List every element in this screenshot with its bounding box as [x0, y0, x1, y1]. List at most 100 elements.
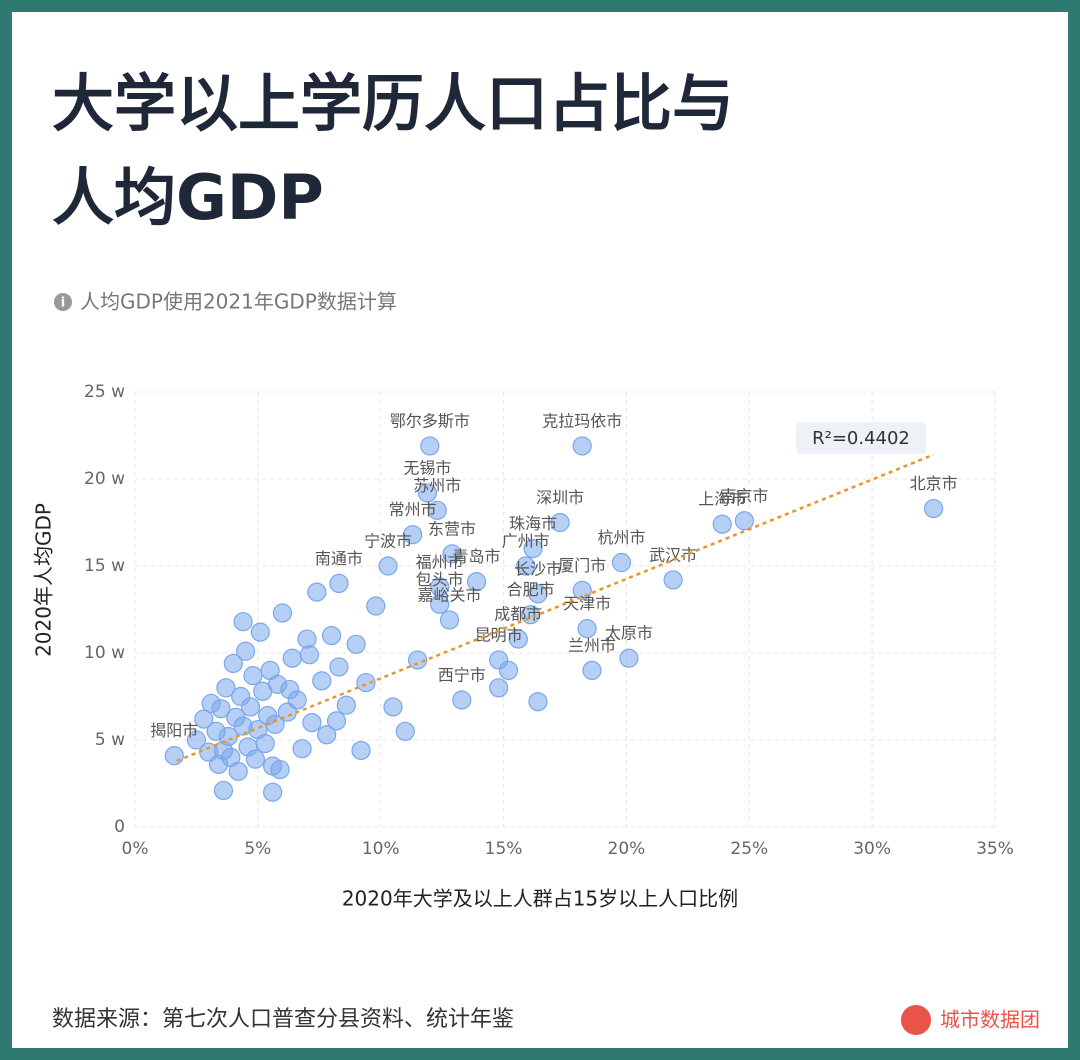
point	[417, 483, 437, 503]
point	[299, 645, 320, 665]
point-label: 武汉市	[649, 545, 697, 564]
point	[329, 657, 349, 677]
point-label: 苏州市	[413, 476, 461, 495]
point-label: 嘉峪关市	[418, 585, 482, 604]
point	[235, 641, 256, 661]
y-tick-label: 20 w	[84, 469, 125, 489]
point	[572, 436, 592, 456]
brand: 城市数据团	[940, 1008, 1040, 1032]
point	[611, 552, 632, 573]
x-tick-label: 0%	[122, 839, 149, 859]
point-label: 揭阳市	[150, 721, 198, 740]
x-tick-label: 15%	[485, 839, 523, 859]
point	[336, 695, 356, 715]
point	[366, 596, 386, 616]
point	[228, 761, 248, 781]
point-label: 南通市	[315, 549, 363, 568]
x-tick-label: 30%	[853, 839, 891, 859]
point	[282, 648, 302, 668]
point-label: 广州市	[502, 532, 550, 551]
point	[442, 544, 462, 564]
point-label: 长沙市	[514, 559, 562, 578]
point	[292, 739, 312, 759]
point	[351, 740, 371, 761]
point	[302, 712, 322, 733]
card	[12, 12, 1068, 1048]
point	[211, 699, 231, 719]
x-tick-label: 25%	[730, 839, 768, 859]
point	[452, 690, 472, 710]
point-label: 深圳市	[536, 488, 584, 507]
point-label: 福州市	[416, 552, 464, 571]
point-label: 北京市	[910, 474, 958, 493]
point	[427, 500, 447, 520]
point-label: 西宁市	[438, 665, 486, 684]
point	[164, 746, 184, 766]
point	[356, 672, 376, 693]
point	[582, 660, 602, 681]
point	[297, 629, 317, 649]
point	[233, 612, 253, 632]
point	[619, 648, 639, 668]
point	[378, 556, 398, 576]
x-tick-label: 35%	[976, 839, 1014, 859]
point	[263, 782, 283, 802]
point-label: 厦门市	[558, 556, 606, 575]
point-label: 鄂尔多斯市	[390, 411, 470, 430]
point	[223, 653, 243, 674]
chart-title: 大学以上学历人口占比与	[52, 67, 734, 140]
point	[712, 514, 732, 534]
point	[346, 634, 366, 654]
point	[312, 671, 332, 691]
point	[280, 679, 300, 700]
point	[383, 697, 403, 717]
point-label: 常州市	[389, 500, 437, 519]
point	[240, 697, 261, 717]
point-label: 杭州市	[598, 528, 646, 547]
point-label: 包头市	[416, 570, 464, 589]
point-label: 宁波市	[364, 532, 412, 551]
y-axis-title: 2020年人均GDP	[32, 503, 56, 657]
point-label: 天津市	[563, 594, 611, 613]
point	[550, 512, 570, 533]
point	[243, 666, 263, 686]
point-label: 太原市	[605, 624, 653, 643]
point	[395, 721, 415, 741]
point	[216, 678, 236, 698]
y-tick-label: 10 w	[84, 643, 125, 663]
point	[523, 538, 543, 559]
x-tick-label: 20%	[608, 839, 646, 859]
point	[663, 570, 683, 590]
point	[420, 436, 440, 456]
point-label: 东营市	[428, 519, 476, 538]
point	[255, 733, 275, 754]
point-label: 合肥市	[507, 580, 555, 599]
point	[263, 756, 283, 776]
point	[498, 660, 519, 681]
point-label: 无锡市	[403, 458, 451, 477]
point-label: 青岛市	[453, 547, 501, 566]
point	[317, 725, 337, 745]
info-icon-glyph: i	[61, 296, 65, 311]
point	[272, 603, 293, 623]
point	[516, 556, 536, 576]
brand-logo	[901, 1005, 931, 1035]
point-label: 兰州市	[568, 636, 616, 655]
point	[439, 610, 460, 630]
annotation-box	[796, 422, 926, 454]
point	[326, 711, 347, 731]
point-label: 昆明市	[475, 625, 523, 644]
point	[577, 619, 597, 639]
point	[734, 511, 754, 531]
point	[528, 692, 548, 712]
point	[508, 629, 528, 649]
point-label: 成都市	[494, 605, 542, 624]
x-tick-label: 5%	[244, 839, 271, 859]
x-tick-label: 10%	[362, 839, 400, 859]
point	[250, 622, 270, 642]
point	[407, 650, 428, 670]
point	[489, 678, 509, 698]
point	[430, 594, 450, 614]
source: 数据来源：第七次人口普查分县资料、统计年鉴	[52, 1007, 514, 1032]
